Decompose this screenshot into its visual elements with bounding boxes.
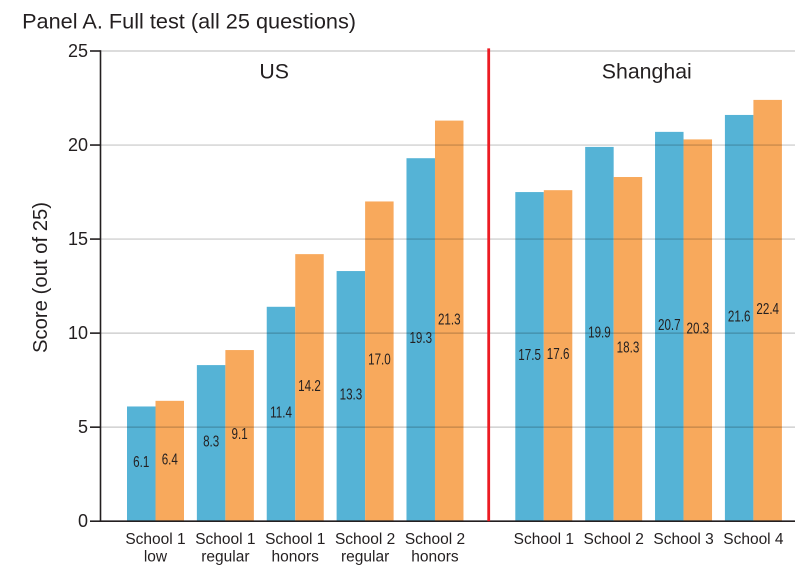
svg-text:School 1: School 1 bbox=[125, 531, 185, 548]
svg-text:Score (out of 25): Score (out of 25) bbox=[30, 202, 52, 353]
svg-text:19.3: 19.3 bbox=[409, 330, 432, 347]
svg-text:0: 0 bbox=[78, 511, 88, 531]
svg-text:6.4: 6.4 bbox=[162, 451, 178, 468]
svg-text:25: 25 bbox=[68, 41, 88, 61]
svg-text:School 2: School 2 bbox=[584, 531, 644, 548]
svg-text:21.3: 21.3 bbox=[438, 311, 461, 328]
svg-text:20.3: 20.3 bbox=[687, 320, 710, 337]
svg-text:honors: honors bbox=[272, 549, 320, 566]
svg-text:9.1: 9.1 bbox=[232, 425, 248, 442]
svg-text:Shanghai: Shanghai bbox=[602, 59, 692, 83]
svg-text:School 1: School 1 bbox=[265, 531, 325, 548]
svg-text:School 4: School 4 bbox=[723, 531, 784, 548]
svg-text:13.3: 13.3 bbox=[340, 386, 363, 403]
svg-text:21.6: 21.6 bbox=[728, 308, 751, 325]
svg-text:17.0: 17.0 bbox=[368, 351, 391, 368]
svg-text:14.2: 14.2 bbox=[298, 377, 321, 394]
svg-text:10: 10 bbox=[68, 323, 88, 343]
svg-text:22.4: 22.4 bbox=[756, 300, 779, 317]
svg-text:regular: regular bbox=[201, 549, 249, 566]
svg-text:Panel A. Full test (all 25 que: Panel A. Full test (all 25 questions) bbox=[22, 9, 356, 34]
svg-text:School 1: School 1 bbox=[514, 531, 574, 548]
svg-text:17.6: 17.6 bbox=[547, 346, 570, 363]
svg-text:18.3: 18.3 bbox=[617, 339, 640, 356]
svg-text:15: 15 bbox=[68, 229, 88, 249]
svg-text:School 2: School 2 bbox=[405, 531, 465, 548]
svg-text:5: 5 bbox=[78, 417, 88, 437]
svg-text:6.1: 6.1 bbox=[133, 454, 149, 471]
svg-text:19.9: 19.9 bbox=[588, 324, 611, 341]
svg-text:8.3: 8.3 bbox=[203, 433, 219, 450]
svg-text:20.7: 20.7 bbox=[658, 316, 681, 333]
svg-text:regular: regular bbox=[341, 549, 389, 566]
svg-text:School 2: School 2 bbox=[335, 531, 395, 548]
svg-text:School 1: School 1 bbox=[195, 531, 255, 548]
svg-text:US: US bbox=[259, 59, 289, 83]
svg-text:low: low bbox=[144, 549, 168, 566]
svg-text:20: 20 bbox=[68, 135, 88, 155]
svg-text:11.4: 11.4 bbox=[270, 404, 292, 421]
svg-text:honors: honors bbox=[411, 549, 459, 566]
svg-text:17.5: 17.5 bbox=[518, 346, 541, 363]
svg-text:School 3: School 3 bbox=[653, 531, 713, 548]
